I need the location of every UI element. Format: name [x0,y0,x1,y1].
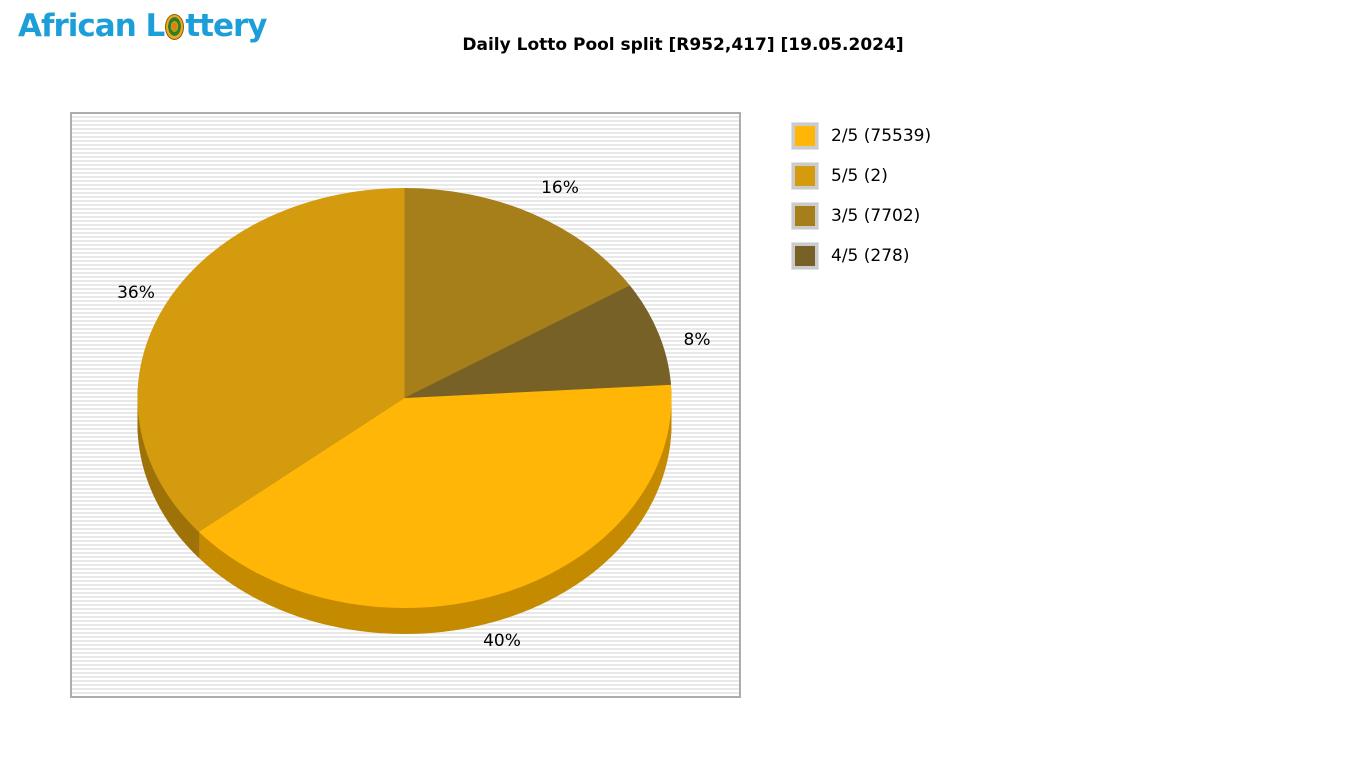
app-logo: African L ttery [18,8,267,44]
legend-label-4of5: 4/5 (278) [831,246,910,266]
chart-area: 16% 8% 40% 36% [70,112,741,698]
legend: 2/5 (75539) 5/5 (2) 3/5 (7702) 4/5 (278) [792,123,931,283]
legend-label-5of5: 5/5 (2) [831,166,888,186]
pie-label-5of5: 36% [117,283,155,303]
legend-item: 3/5 (7702) [792,203,931,229]
pie-label-2of5: 40% [483,631,521,651]
pie-label-4of5: 8% [683,330,711,350]
legend-item: 2/5 (75539) [792,123,931,149]
legend-swatch-2of5 [792,123,818,149]
legend-label-2of5: 2/5 (75539) [831,126,932,146]
pie-label-3of5: 16% [541,178,579,198]
page-title: Daily Lotto Pool split [R952,417] [19.05… [462,35,904,55]
legend-item: 5/5 (2) [792,163,931,189]
legend-label-3of5: 3/5 (7702) [831,206,921,226]
legend-swatch-5of5 [792,163,818,189]
logo-text-before: African L [18,8,165,44]
legend-item: 4/5 (278) [792,243,931,269]
logo-text-after: ttery [185,8,267,44]
legend-swatch-3of5 [792,203,818,229]
legend-swatch-4of5 [792,243,818,269]
pie-chart [137,188,672,635]
lottery-ball-icon [165,14,185,40]
